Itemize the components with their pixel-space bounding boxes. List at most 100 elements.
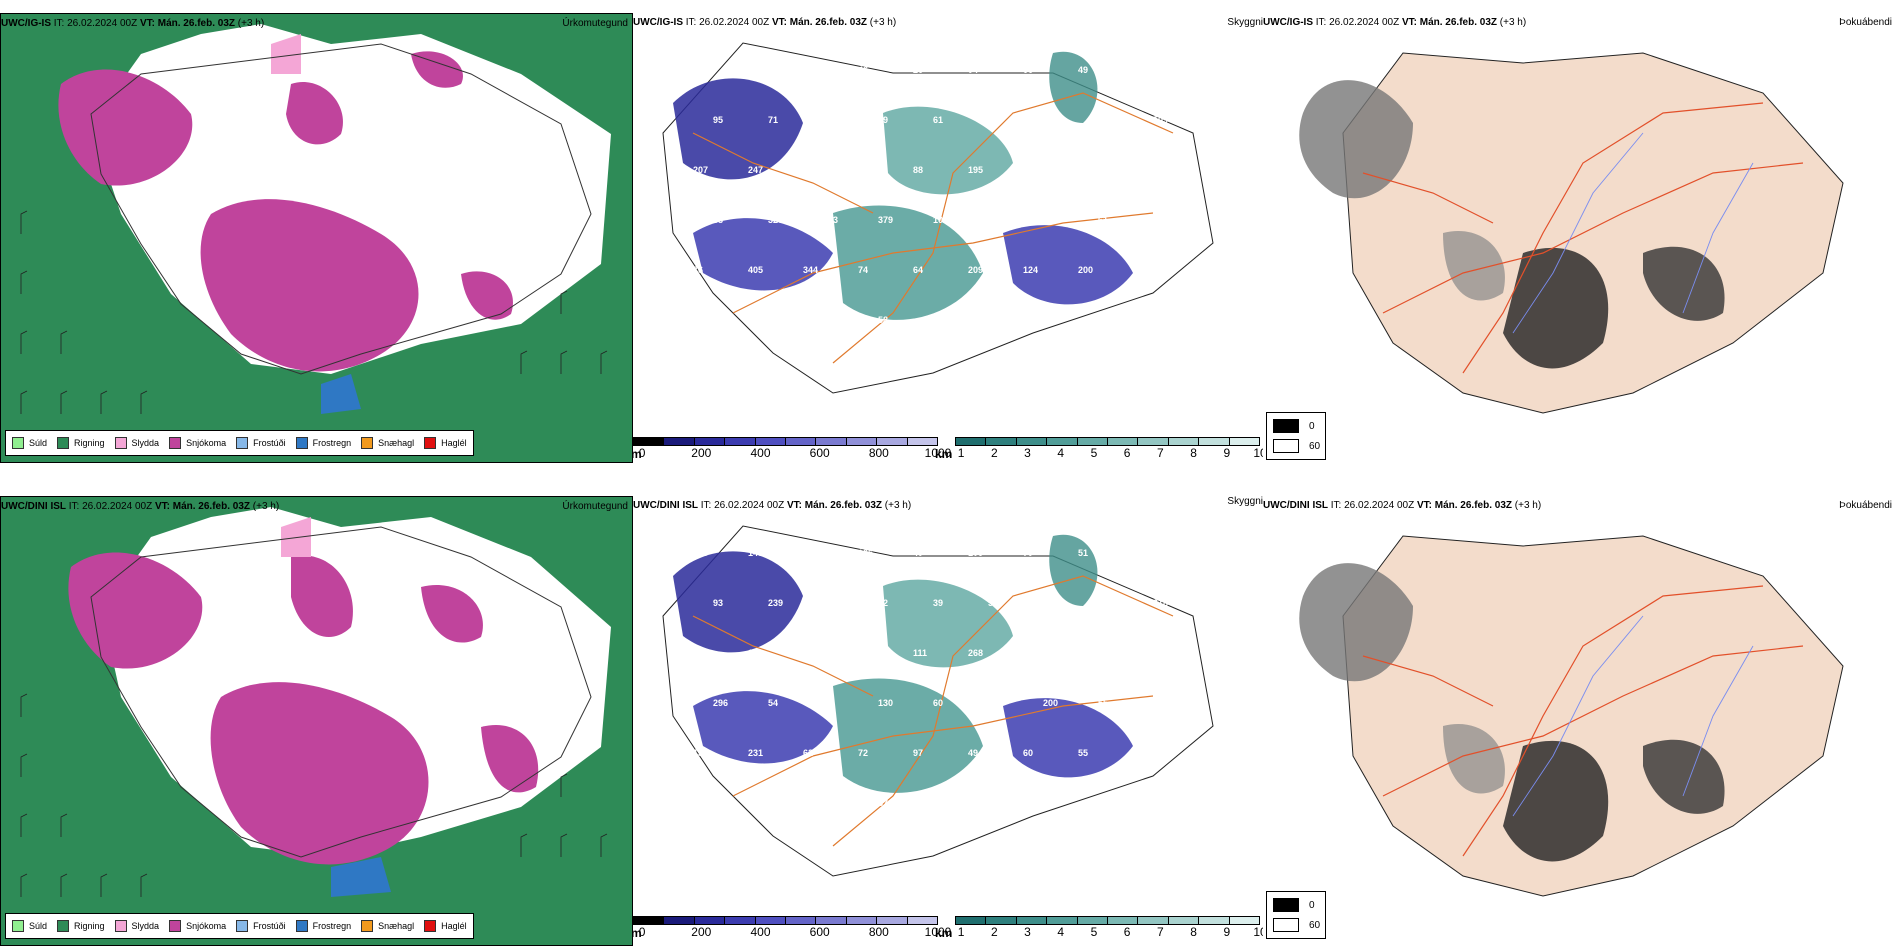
colorbar-tick: 5 — [1090, 925, 1098, 939]
colorbar-tick: 9 — [1223, 925, 1231, 939]
colorbar-tick: 7 — [1157, 925, 1164, 939]
visibility-value-label: 79 — [1023, 548, 1033, 558]
colorbar-segment — [1016, 917, 1048, 924]
visibility-value-label: 111 — [913, 648, 927, 658]
panel-title: UWC/IG-IS IT: 26.02.2024 00Z VT: Mán. 26… — [1263, 17, 1527, 28]
fog-map-top — [1299, 52, 1844, 414]
colorbar-segment — [1168, 917, 1200, 924]
colorbar-segment — [786, 438, 817, 445]
panel-name: Skyggni — [1227, 496, 1263, 507]
visibility-value-label: 75 — [823, 698, 833, 708]
visibility-value-label: 168 — [1133, 648, 1148, 658]
visibility-value-label: 99 — [1153, 215, 1163, 225]
visibility-value-label: 200 — [693, 548, 708, 558]
colorbar-unit: km — [935, 926, 953, 940]
visibility-value-label: 60 — [1023, 748, 1033, 758]
visibility-value-label: 398 — [1133, 748, 1148, 758]
panel-name: Úrkomutegund — [562, 501, 628, 512]
visibility-value-label: 247 — [748, 165, 763, 175]
visibility-panel-bottom: 200 143 143 105 49 105 79 51 53 93 239 137 52 39 51 48 5… — [633, 496, 1263, 946]
visibility-value-label: 200 — [1078, 265, 1093, 275]
precip-type-map-top — [1, 14, 632, 462]
cloud-legend: 0 60 — [1266, 891, 1326, 939]
visibility-value-label: 95 — [713, 115, 723, 125]
visibility-value-label: 97 — [913, 748, 923, 758]
colorbar-height: m 0 200 400 600 800 1000 — [633, 437, 951, 461]
visibility-value-label: 326 — [768, 215, 783, 225]
colorbar-tick: 800 — [868, 446, 889, 460]
visibility-value-label: 521 — [933, 315, 948, 325]
colorbar-tick: 1000 — [924, 446, 952, 460]
visibility-value-label: 146 — [988, 698, 1003, 708]
colorbar-tick: 3 — [1024, 446, 1031, 460]
visibility-value-label: 195 — [968, 165, 983, 175]
colorbar-segment — [986, 438, 1017, 445]
colorbar-segment — [634, 917, 665, 924]
colorbar-tick: 7 — [1157, 446, 1164, 460]
colorbar-segment — [816, 438, 847, 445]
visibility-value-label: 90 — [713, 315, 723, 325]
visibility-value-label: 379 — [878, 215, 893, 225]
visibility-value-label: 874 — [878, 798, 893, 808]
legend-item-sudd: Súld — [12, 920, 47, 932]
colorbar-unit: km — [935, 447, 953, 461]
precip-legend: Súld Rigning Slydda Snjókoma Frostúði Fr… — [5, 430, 474, 456]
colorbar-segment — [694, 438, 726, 445]
legend-item-snaehagl: Snæhagl — [361, 437, 414, 449]
colorbar-segment — [816, 917, 847, 924]
visibility-value-label: 54 — [768, 698, 778, 708]
visibility-value-label: 262 — [1078, 648, 1093, 658]
precip-type-panel-top: UWC/IG-IS IT: 26.02.2024 00Z VT: Mán. 26… — [0, 13, 633, 463]
colorbar-tick: 3 — [1024, 925, 1031, 939]
visibility-value-label: 60 — [933, 698, 943, 708]
visibility-value-label: 49 — [968, 748, 978, 758]
cloud-legend-item: 0 — [1273, 419, 1315, 433]
visibility-value-label: 51 — [1078, 548, 1088, 558]
visibility-value-label: 61 — [1098, 215, 1108, 225]
colorbar-unit: m — [633, 926, 642, 940]
colorbar-tick: 10 — [1253, 446, 1263, 460]
cloud-legend-item: 0 — [1273, 898, 1315, 912]
visibility-value-label: 104 — [803, 165, 818, 175]
visibility-value-label: 572 — [693, 648, 708, 658]
panel-name: Úrkomutegund — [562, 18, 628, 29]
visibility-value-label: 155 — [1098, 115, 1113, 125]
visibility-value-label: 61 — [933, 115, 943, 125]
colorbar-segment — [1138, 917, 1169, 924]
visibility-value-label: 116 — [803, 65, 818, 75]
colorbar-height: m 0 200 400 600 800 1000 — [633, 916, 951, 940]
visibility-value-label: 54 — [1043, 115, 1053, 125]
visibility-value-label: 51 — [1043, 215, 1053, 225]
colorbar-tick: 1000 — [924, 925, 952, 939]
visibility-value-label: 923 — [988, 315, 1003, 325]
colorbar-segment — [846, 917, 878, 924]
colorbar-tick: 600 — [809, 446, 830, 460]
visibility-value-label: 68 — [713, 215, 723, 225]
visibility-value-label: 93 — [713, 598, 723, 608]
legend-item-frostudi: Frostúði — [236, 920, 286, 932]
visibility-value-label: 100 — [1133, 165, 1148, 175]
legend-item-sudd: Súld — [12, 437, 47, 449]
visibility-value-label: 207 — [693, 165, 708, 175]
precip-type-panel-bottom: UWC/DINI ISL IT: 26.02.2024 00Z VT: Mán.… — [0, 496, 633, 946]
visibility-value-label: 130 — [878, 698, 893, 708]
visibility-value-label: 209 — [968, 265, 983, 275]
visibility-map-bottom: 200 143 143 105 49 105 79 51 53 93 239 137 52 39 51 48 5… — [662, 525, 1214, 877]
visibility-value-label: 143 — [803, 548, 818, 558]
visibility-value-label: 296 — [713, 698, 728, 708]
visibility-value-label: 53 — [1133, 548, 1143, 558]
legend-item-haglel: Haglél — [424, 437, 467, 449]
visibility-value-label: 26 — [913, 65, 923, 75]
visibility-value-label: 235 — [768, 315, 783, 325]
colorbar-segment — [1077, 917, 1109, 924]
colorbar-tick: 10 — [1253, 925, 1263, 939]
visibility-value-label: 200 — [1043, 698, 1058, 708]
visibility-value-label: 51 — [1133, 65, 1143, 75]
fog-panel-bottom: UWC/DINI ISL IT: 26.02.2024 00Z VT: Mán.… — [1263, 496, 1900, 946]
visibility-value-label: 202 — [988, 215, 1003, 225]
visibility-value-label: 209 — [768, 798, 783, 808]
visibility-value-label: 78 — [1043, 315, 1053, 325]
colorbar-segment — [725, 438, 756, 445]
legend-item-rigning: Rigning — [57, 437, 105, 449]
colorbar-tick: 9 — [1223, 446, 1231, 460]
